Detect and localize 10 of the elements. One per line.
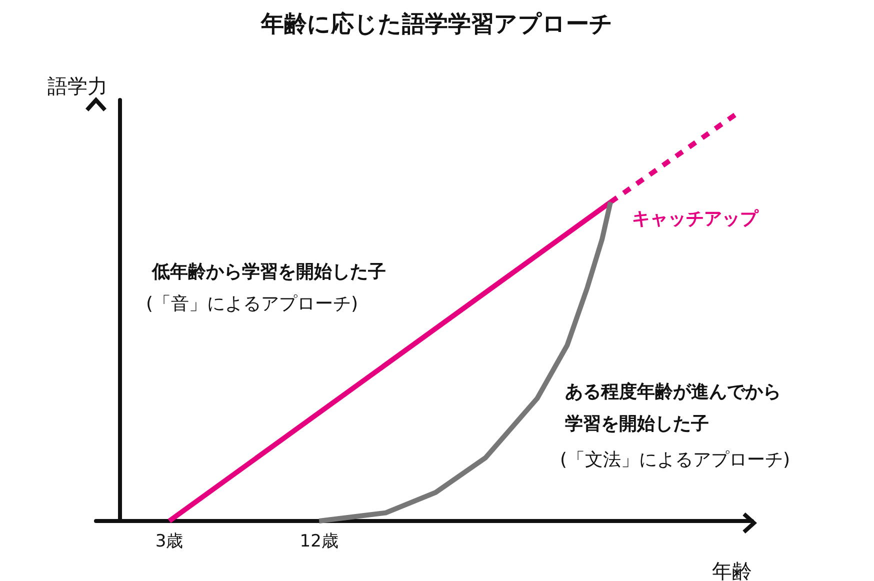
annotation: ある程度年齢が進んでから学習を開始した子 (565, 382, 781, 434)
annotation: (「文法」によるアプローチ) (560, 450, 790, 470)
annotation: 低年齢から学習を開始した子 (151, 262, 386, 282)
x-tick-label: 12歳 (300, 532, 338, 552)
chart-title: 年齢に応じた語学学習アプローチ (260, 10, 613, 38)
x-axis-title: 年齢 (712, 559, 752, 581)
y-axis-title: 語学力 (47, 74, 108, 98)
x-tick-label: 3歳 (155, 532, 184, 552)
annotation: (「音」によるアプローチ) (146, 294, 358, 314)
annotation: キャッチアップ (632, 208, 759, 230)
